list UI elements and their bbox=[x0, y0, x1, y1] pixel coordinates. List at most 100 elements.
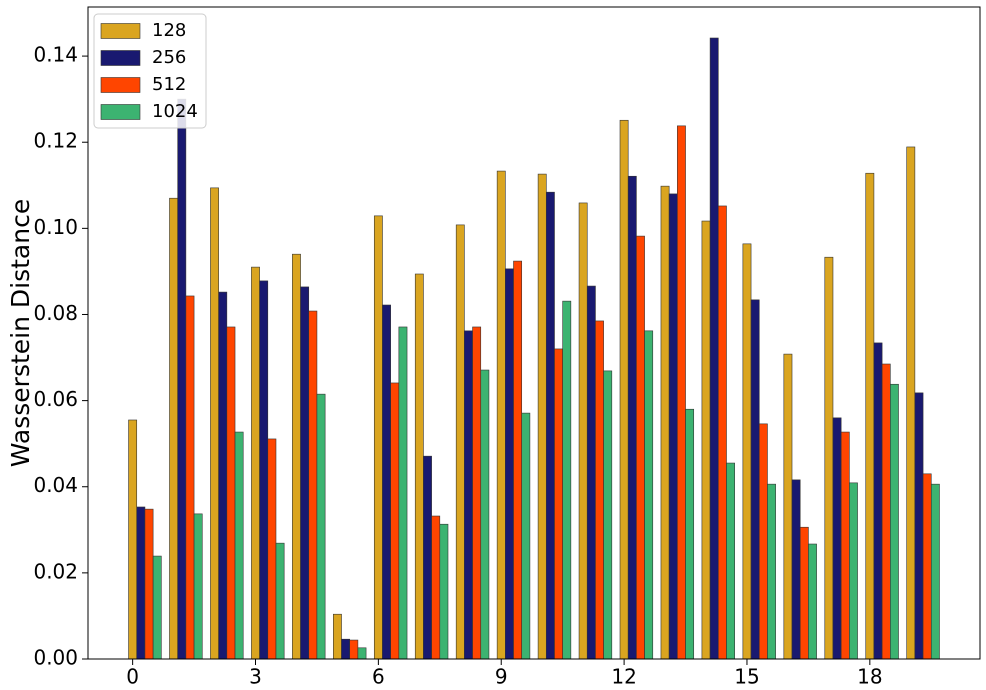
bar bbox=[824, 256, 834, 660]
bar bbox=[603, 370, 613, 660]
bar bbox=[578, 202, 588, 660]
bar bbox=[382, 304, 391, 660]
bar bbox=[464, 330, 473, 660]
bar bbox=[521, 412, 531, 660]
bar bbox=[619, 119, 629, 660]
x-tick-label: 18 bbox=[857, 665, 882, 689]
bar bbox=[496, 170, 506, 660]
bar bbox=[136, 506, 146, 660]
plot-frame bbox=[87, 6, 981, 660]
bar bbox=[431, 515, 441, 660]
bar bbox=[308, 310, 318, 660]
legend-swatch bbox=[100, 104, 141, 120]
legend-label: 512 bbox=[152, 74, 186, 95]
bar bbox=[562, 300, 572, 660]
bar bbox=[554, 348, 563, 660]
legend-box bbox=[93, 13, 207, 129]
x-tick-label: 15 bbox=[734, 665, 759, 689]
bar bbox=[218, 291, 228, 660]
x-tick-label: 3 bbox=[249, 665, 262, 689]
legend-label: 1024 bbox=[152, 101, 198, 122]
bar bbox=[267, 438, 277, 660]
bar bbox=[849, 482, 858, 660]
bar bbox=[750, 299, 760, 660]
bar bbox=[677, 125, 686, 660]
bar bbox=[259, 280, 269, 660]
bar bbox=[333, 613, 342, 660]
bar bbox=[709, 37, 719, 660]
bar bbox=[349, 639, 359, 660]
y-tick-label: 0.00 bbox=[33, 646, 78, 670]
y-tick-label: 0.14 bbox=[33, 43, 78, 67]
bar bbox=[914, 392, 924, 660]
y-tick-label: 0.06 bbox=[33, 387, 78, 411]
bar bbox=[357, 647, 367, 660]
y-tick-label: 0.10 bbox=[33, 215, 78, 239]
bar bbox=[545, 191, 555, 660]
bar bbox=[177, 98, 187, 660]
y-tick-label: 0.12 bbox=[33, 129, 78, 153]
bar bbox=[505, 268, 514, 660]
x-tick-label: 9 bbox=[495, 665, 508, 689]
bar bbox=[922, 473, 932, 660]
bar bbox=[414, 273, 424, 660]
bar bbox=[668, 193, 678, 660]
bar bbox=[234, 431, 244, 660]
bar bbox=[390, 382, 400, 660]
bar bbox=[799, 526, 809, 660]
bar bbox=[644, 330, 654, 660]
bar bbox=[701, 220, 711, 660]
bar bbox=[300, 286, 310, 660]
bar bbox=[726, 462, 735, 660]
bar bbox=[480, 369, 490, 660]
bar bbox=[210, 187, 219, 660]
bar bbox=[398, 326, 408, 660]
bar bbox=[169, 197, 178, 660]
bar bbox=[275, 542, 285, 660]
bar bbox=[758, 423, 768, 660]
legend-swatch bbox=[100, 50, 141, 66]
bar bbox=[185, 295, 195, 660]
bar bbox=[742, 243, 752, 660]
bar bbox=[472, 326, 482, 660]
bar bbox=[455, 224, 465, 660]
bar bbox=[627, 175, 637, 660]
bar bbox=[791, 479, 801, 660]
bar bbox=[292, 253, 301, 660]
y-tick-label: 0.08 bbox=[33, 301, 78, 325]
bar bbox=[439, 523, 449, 660]
bar bbox=[595, 320, 604, 660]
bar bbox=[226, 326, 236, 660]
bar bbox=[767, 483, 776, 660]
bar bbox=[128, 419, 138, 660]
bar bbox=[537, 173, 547, 660]
bar bbox=[586, 285, 596, 660]
bar bbox=[251, 266, 260, 660]
bar bbox=[513, 260, 523, 660]
bar bbox=[636, 235, 645, 660]
legend-label: 128 bbox=[152, 20, 186, 41]
bar bbox=[341, 638, 351, 660]
bar bbox=[881, 363, 891, 660]
legend-swatch bbox=[100, 77, 141, 93]
bar bbox=[865, 172, 875, 660]
y-tick-label: 0.02 bbox=[33, 559, 78, 583]
bar bbox=[316, 393, 326, 660]
x-tick-label: 0 bbox=[126, 665, 139, 689]
bar bbox=[873, 342, 883, 660]
bar bbox=[890, 383, 899, 660]
bar bbox=[685, 408, 695, 660]
bar bbox=[152, 555, 162, 660]
bar bbox=[930, 483, 940, 660]
bar bbox=[717, 205, 727, 660]
bar bbox=[840, 431, 850, 660]
bar bbox=[906, 146, 916, 660]
x-tick-label: 12 bbox=[611, 665, 636, 689]
y-tick-label: 0.04 bbox=[33, 473, 78, 497]
bar bbox=[193, 513, 203, 660]
bar bbox=[808, 543, 817, 660]
bar bbox=[373, 215, 383, 660]
x-tick-label: 6 bbox=[372, 665, 385, 689]
bar bbox=[144, 508, 154, 660]
